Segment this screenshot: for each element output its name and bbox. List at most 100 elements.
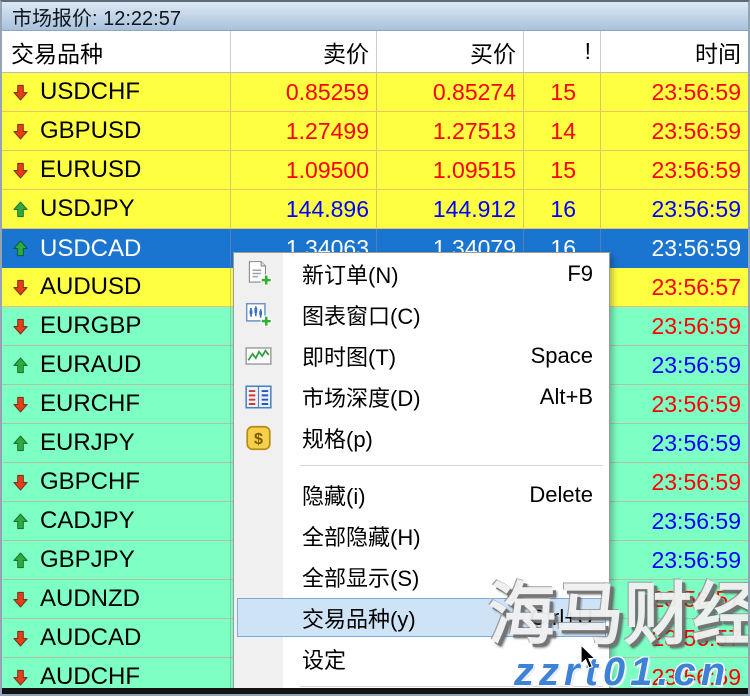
dollar-icon: $	[244, 423, 273, 452]
symbol-name: USDJPY	[40, 195, 135, 222]
price-down-arrow-icon	[11, 395, 30, 414]
symbol-name: AUDCHF	[40, 663, 140, 690]
table-row[interactable]: USDCHF 0.85259 0.85274 15 23:56:59	[2, 73, 748, 112]
menu-item-shortcut: F9	[567, 260, 593, 286]
sell-price: 1.09500	[231, 151, 377, 189]
menu-item-settings[interactable]: 设定	[234, 638, 609, 679]
spread-value: 14	[524, 112, 601, 150]
menu-item-shortcut: Delete	[529, 481, 593, 507]
quote-time: 23:56:59	[651, 195, 741, 222]
sell-price: 144.896	[231, 190, 377, 228]
symbol-name: AUDCAD	[40, 624, 142, 651]
quote-time: 23:56:59	[651, 468, 741, 495]
price-up-arrow-icon	[11, 239, 30, 258]
symbol-name: USDCHF	[40, 78, 140, 105]
menu-item-label: 隐藏(i)	[302, 483, 366, 509]
symbol-name: EURJPY	[40, 429, 135, 456]
symbol-name: EURCHF	[40, 390, 140, 417]
price-down-arrow-icon	[11, 83, 30, 102]
quote-time: 23:56:59	[651, 663, 741, 690]
menu-highlight	[237, 598, 606, 637]
buy-price: 1.09515	[377, 151, 524, 189]
spread-value: 15	[524, 151, 601, 189]
menu-item-shortcut: Ctrl+U	[530, 604, 593, 630]
buy-price: 144.912	[377, 190, 524, 228]
quote-time: 23:56:57	[651, 624, 741, 651]
sell-price: 0.85259	[231, 73, 377, 111]
header-time[interactable]: 时间	[695, 40, 741, 67]
menu-item-label: 规格(p)	[302, 426, 373, 452]
symbol-name: USDCAD	[40, 234, 142, 262]
price-up-arrow-icon	[11, 551, 30, 570]
table-row[interactable]: EURUSD 1.09500 1.09515 15 23:56:59	[2, 151, 748, 190]
quote-time: 23:56:59	[651, 156, 741, 183]
svg-text:$: $	[254, 429, 263, 447]
table-row[interactable]: GBPUSD 1.27499 1.27513 14 23:56:59	[2, 112, 748, 151]
symbol-name: EURGBP	[40, 312, 142, 339]
price-down-arrow-icon	[11, 317, 30, 336]
sell-price: 1.27499	[231, 112, 377, 150]
quote-time: 23:56:57	[651, 585, 741, 612]
menu-item-shortcut: Alt+B	[539, 383, 593, 409]
panel-title: 市场报价: 12:22:57	[12, 7, 181, 30]
menu-item-depth-of-market[interactable]: 市场深度(D) Alt+B	[234, 376, 609, 417]
price-down-arrow-icon	[11, 278, 30, 297]
tick-chart-icon	[244, 341, 273, 370]
quote-time: 23:56:59	[651, 429, 741, 456]
mouse-cursor-icon	[580, 643, 602, 676]
symbol-name: GBPJPY	[40, 546, 135, 573]
menu-item-tick-chart[interactable]: 即时图(T) Space	[234, 335, 609, 376]
quote-time: 23:56:59	[651, 390, 741, 417]
menu-item-label: 即时图(T)	[302, 344, 397, 370]
menu-item-chart-window[interactable]: 图表窗口(C)	[234, 294, 609, 335]
price-up-arrow-icon	[11, 356, 30, 375]
menu-item-show-all[interactable]: 全部显示(S)	[234, 556, 609, 597]
header-buy[interactable]: 买价	[377, 31, 524, 72]
symbol-name: EURAUD	[40, 351, 142, 378]
price-down-arrow-icon	[11, 668, 30, 687]
menu-separator	[300, 686, 603, 687]
table-row[interactable]: USDJPY 144.896 144.912 16 23:56:59	[2, 190, 748, 229]
watermark-brand: 海马财经	[488, 577, 750, 653]
quote-time: 23:56:59	[651, 235, 741, 261]
symbol-name: CADJPY	[40, 507, 135, 534]
buy-price: 1.27513	[377, 112, 524, 150]
menu-item-specification[interactable]: $ 规格(p)	[234, 417, 609, 458]
price-up-arrow-icon	[11, 200, 30, 219]
price-down-arrow-icon	[11, 629, 30, 648]
menu-item-hide-all[interactable]: 全部隐藏(H)	[234, 515, 609, 556]
quote-time: 23:56:59	[651, 351, 741, 378]
quote-time: 23:56:59	[651, 312, 741, 339]
quote-time: 23:56:59	[651, 78, 741, 105]
table-row-selected[interactable]: USDCAD 1.34063 1.34079 16 23:56:59	[2, 229, 748, 268]
market-watch-titlebar[interactable]: 市场报价: 12:22:57	[2, 2, 748, 31]
header-symbol[interactable]: 交易品种	[2, 31, 231, 72]
new-order-icon	[244, 259, 273, 288]
symbol-name: AUDNZD	[40, 585, 140, 612]
header-sell[interactable]: 卖价	[231, 31, 377, 72]
price-up-arrow-icon	[11, 434, 30, 453]
menu-item-symbols[interactable]: 交易品种(y) Ctrl+U	[234, 597, 609, 638]
buy-price: 0.85274	[377, 73, 524, 111]
symbol-name: EURUSD	[40, 156, 142, 183]
price-up-arrow-icon	[11, 512, 30, 531]
menu-item-label: 图表窗口(C)	[302, 303, 421, 329]
menu-item-hide[interactable]: 隐藏(i) Delete	[234, 474, 609, 515]
menu-item-label: 设定	[302, 647, 347, 673]
quote-time: 23:56:57	[651, 273, 741, 300]
table-header-row: 交易品种 卖价 买价 ! 时间	[2, 31, 748, 73]
price-down-arrow-icon	[11, 122, 30, 141]
header-spread[interactable]: !	[524, 31, 601, 72]
symbol-name: GBPUSD	[40, 117, 142, 144]
menu-item-label: 全部显示(S)	[302, 565, 420, 591]
quote-time: 23:56:59	[651, 507, 741, 534]
menu-item-label: 全部隐藏(H)	[302, 524, 421, 550]
menu-item-new-order[interactable]: 新订单(N) F9	[234, 253, 609, 294]
menu-item-label: 市场深度(D)	[302, 385, 421, 411]
context-menu: 新订单(N) F9 图表窗口(C) 即时图(T) Space 市场深度(D) A…	[233, 252, 610, 694]
price-down-arrow-icon	[11, 161, 30, 180]
chart-window-icon	[244, 300, 273, 329]
quote-time: 23:56:59	[651, 117, 741, 144]
price-down-arrow-icon	[11, 590, 30, 609]
